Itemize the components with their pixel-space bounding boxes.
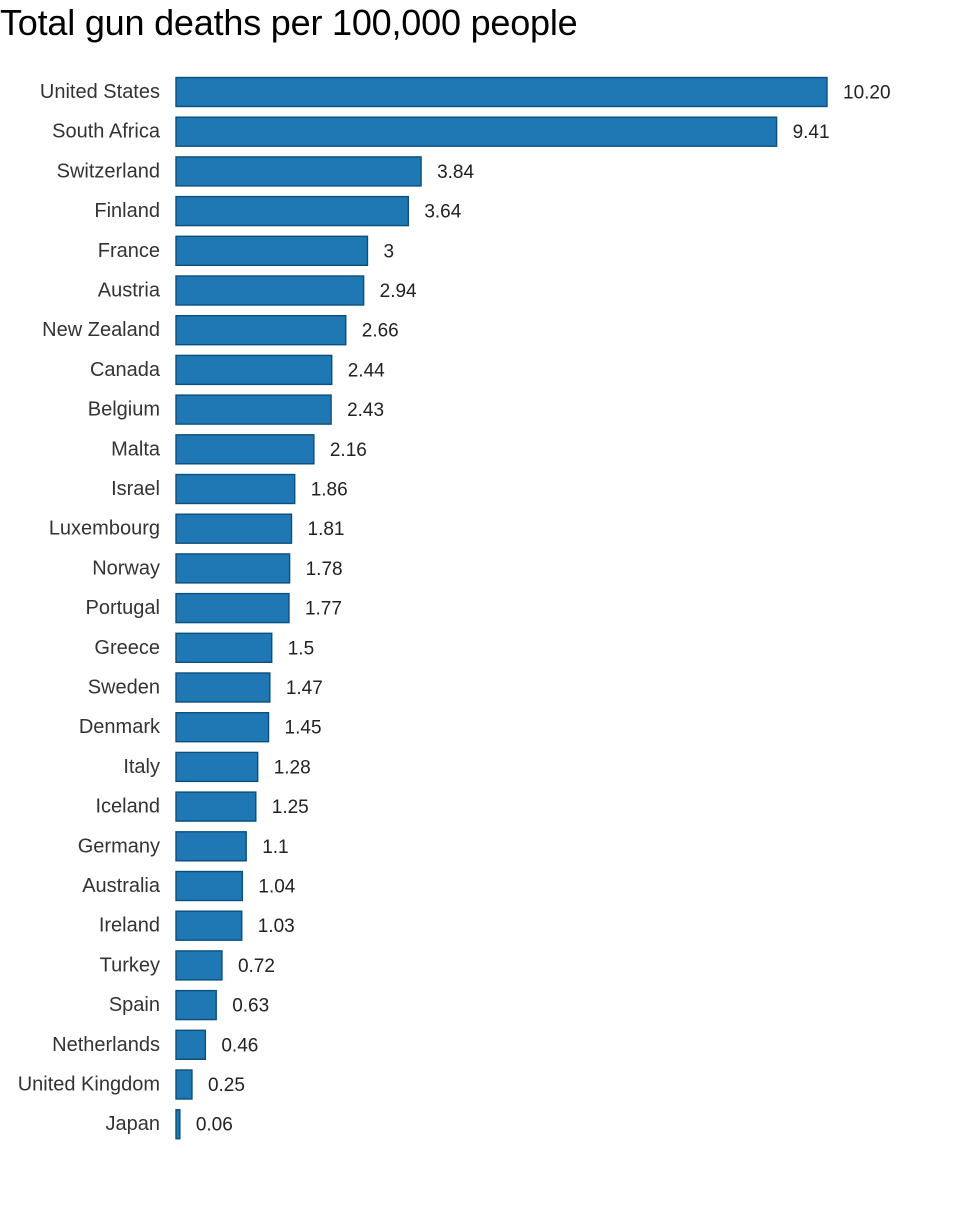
category-label-germany: Germany xyxy=(78,835,160,857)
bar-iceland xyxy=(175,791,257,822)
bar-france xyxy=(175,235,369,267)
category-label-new-zealand: New Zealand xyxy=(42,319,160,341)
bars-group: United States 10.20 South Africa 9.41 Switze… xyxy=(18,76,891,1140)
value-label-austria: 2.94 xyxy=(380,281,417,302)
bar-united-kingdom xyxy=(175,1069,193,1100)
category-label-switzerland: Switzerland xyxy=(57,160,160,182)
category-label-greece: Greece xyxy=(94,637,160,659)
value-label-sweden: 1.47 xyxy=(286,678,323,699)
bar-finland xyxy=(175,195,410,227)
value-label-portugal: 1.77 xyxy=(305,599,342,620)
bar-netherlands xyxy=(175,1029,207,1061)
value-label-israel: 1.86 xyxy=(311,480,348,501)
bar-luxembourg xyxy=(175,513,293,544)
value-label-ireland: 1.03 xyxy=(258,916,295,937)
value-label-spain: 0.63 xyxy=(232,996,269,1017)
bar-ireland xyxy=(175,910,243,941)
category-label-netherlands: Netherlands xyxy=(52,1034,160,1056)
bar-greece xyxy=(175,632,273,663)
category-label-sweden: Sweden xyxy=(88,677,160,699)
category-label-belgium: Belgium xyxy=(88,399,160,421)
category-label-portugal: Portugal xyxy=(86,597,161,619)
category-label-canada: Canada xyxy=(90,359,161,381)
value-label-turkey: 0.72 xyxy=(238,956,275,977)
value-label-japan: 0.06 xyxy=(196,1115,233,1136)
value-label-canada: 2.44 xyxy=(348,360,385,381)
category-label-norway: Norway xyxy=(92,557,160,579)
value-label-united-states: 10.20 xyxy=(843,83,891,104)
value-label-norway: 1.78 xyxy=(306,559,343,580)
value-label-luxembourg: 1.81 xyxy=(308,519,345,540)
bar-portugal xyxy=(175,592,290,624)
value-label-denmark: 1.45 xyxy=(285,718,322,739)
category-label-ireland: Ireland xyxy=(99,915,160,937)
category-label-united-states: United States xyxy=(40,81,160,103)
value-label-iceland: 1.25 xyxy=(272,797,309,818)
value-label-netherlands: 0.46 xyxy=(221,1035,258,1056)
category-label-south-africa: South Africa xyxy=(52,121,161,143)
value-label-finland: 3.64 xyxy=(424,202,461,223)
bar-canada xyxy=(175,354,333,386)
value-label-italy: 1.28 xyxy=(274,757,311,778)
bar-norway xyxy=(175,553,291,584)
bar-israel xyxy=(175,473,296,505)
bar-switzerland xyxy=(175,156,422,187)
category-label-malta: Malta xyxy=(111,438,161,460)
bar-austria xyxy=(175,275,365,306)
value-label-australia: 1.04 xyxy=(258,877,295,898)
bar-south-africa xyxy=(175,116,778,147)
category-label-italy: Italy xyxy=(123,756,160,778)
category-label-finland: Finland xyxy=(94,200,160,222)
value-label-belgium: 2.43 xyxy=(347,400,384,421)
bar-turkey xyxy=(175,950,223,981)
value-label-greece: 1.5 xyxy=(288,638,314,659)
category-label-japan: Japan xyxy=(106,1113,161,1135)
category-label-luxembourg: Luxembourg xyxy=(49,518,160,540)
bar-italy xyxy=(175,751,259,783)
value-label-germany: 1.1 xyxy=(262,837,288,858)
bar-denmark xyxy=(175,712,270,743)
bar-sweden xyxy=(175,672,271,703)
bar-malta xyxy=(175,434,315,465)
category-label-france: France xyxy=(98,240,160,262)
category-label-turkey: Turkey xyxy=(100,954,160,976)
value-label-malta: 2.16 xyxy=(330,440,367,461)
value-label-south-africa: 9.41 xyxy=(793,122,830,143)
bar-germany xyxy=(175,831,247,862)
value-label-united-kingdom: 0.25 xyxy=(208,1075,245,1096)
category-label-australia: Australia xyxy=(82,875,161,897)
bar-new-zealand xyxy=(175,315,347,346)
chart-title: Total gun deaths per 100,000 people xyxy=(0,2,578,43)
category-label-united-kingdom: United Kingdom xyxy=(18,1074,160,1096)
category-label-spain: Spain xyxy=(109,994,160,1016)
bar-united-states xyxy=(175,76,828,108)
bar-spain xyxy=(175,989,217,1021)
bar-australia xyxy=(175,870,244,902)
category-label-israel: Israel xyxy=(111,478,160,500)
category-label-iceland: Iceland xyxy=(96,796,161,818)
value-label-france: 3 xyxy=(383,241,394,262)
category-label-denmark: Denmark xyxy=(79,716,161,738)
category-label-austria: Austria xyxy=(98,280,161,302)
value-label-switzerland: 3.84 xyxy=(437,162,474,183)
bar-japan xyxy=(175,1108,181,1140)
value-label-new-zealand: 2.66 xyxy=(362,321,399,342)
bar-belgium xyxy=(175,394,332,425)
